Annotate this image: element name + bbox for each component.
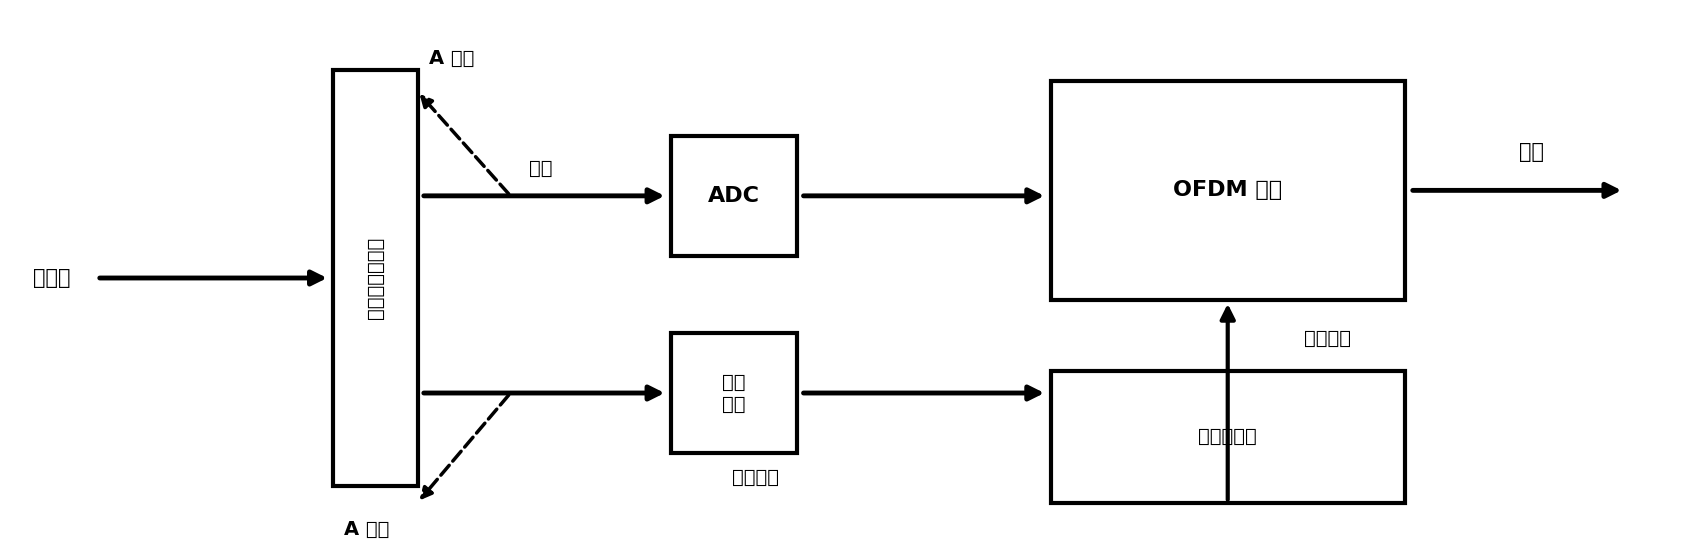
- Text: A 分支: A 分支: [429, 49, 475, 68]
- Bar: [1050, 81, 1404, 300]
- Text: 光耦合器分路器: 光耦合器分路器: [366, 237, 385, 319]
- Bar: [332, 70, 417, 486]
- Text: 光脉冲探测: 光脉冲探测: [1199, 428, 1257, 446]
- Bar: [672, 136, 797, 256]
- Text: 数据: 数据: [529, 159, 553, 178]
- Text: 光信号: 光信号: [32, 268, 70, 288]
- Bar: [672, 333, 797, 453]
- Text: ADC: ADC: [709, 186, 760, 206]
- Text: OFDM 解调: OFDM 解调: [1174, 180, 1282, 200]
- Text: A 分支: A 分支: [344, 520, 390, 539]
- Text: 时间同步: 时间同步: [1304, 329, 1350, 348]
- Bar: [1050, 371, 1404, 503]
- Text: 时延
补偿: 时延 补偿: [722, 373, 746, 414]
- Text: 定时脉冲: 定时脉冲: [731, 468, 778, 488]
- Text: 输出: 输出: [1520, 142, 1543, 162]
